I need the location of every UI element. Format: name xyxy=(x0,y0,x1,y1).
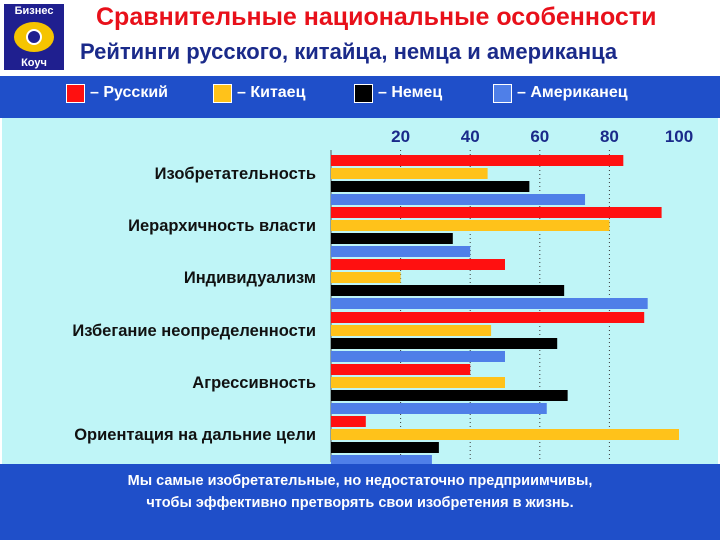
bar xyxy=(331,259,505,270)
bar xyxy=(331,455,432,466)
page-title: Сравнительные национальные особенности xyxy=(96,3,657,31)
x-tick-label: 40 xyxy=(461,127,480,146)
x-tick-label: 100 xyxy=(665,127,693,146)
header: Бизнес Коуч Сравнительные национальные о… xyxy=(0,0,720,76)
category-label: Изобретательность xyxy=(155,165,316,183)
category-label: Избегание неопределенности xyxy=(72,322,316,340)
legend-label-german: – Немец xyxy=(378,84,443,101)
page-subtitle: Рейтинги русского, китайца, немца и амер… xyxy=(80,39,618,64)
bar xyxy=(331,168,488,179)
logo: Бизнес Коуч xyxy=(2,2,66,72)
bar xyxy=(331,312,645,323)
bar xyxy=(331,181,530,192)
bar xyxy=(331,194,586,205)
footer-line-1: Мы самые изобретательные, но недостаточн… xyxy=(127,473,593,489)
bar xyxy=(331,351,505,362)
bar xyxy=(331,207,662,218)
category-label: Иерархичность власти xyxy=(128,217,316,235)
bar xyxy=(331,429,679,440)
category-label: Индивидуализм xyxy=(184,269,316,287)
bar xyxy=(331,325,492,336)
legend-swatch-russian xyxy=(66,84,85,103)
legend-swatch-german xyxy=(354,84,373,103)
bar xyxy=(331,338,558,349)
footer: Мы самые изобретательные, но недостаточн… xyxy=(0,464,720,540)
bar xyxy=(331,272,401,283)
legend-label-russian: – Русский xyxy=(90,84,168,101)
bar xyxy=(331,364,471,375)
bar xyxy=(331,285,565,296)
bar xyxy=(331,416,366,427)
bar xyxy=(331,246,471,257)
bar xyxy=(331,377,505,388)
bar xyxy=(331,390,568,401)
bar xyxy=(331,233,453,244)
eye-icon xyxy=(14,22,54,52)
bar xyxy=(331,155,624,166)
x-tick-label: 20 xyxy=(391,127,410,146)
category-label: Ориентация на дальние цели xyxy=(74,426,316,444)
bar xyxy=(331,220,610,231)
bar xyxy=(331,298,648,309)
legend-label-chinese: – Китаец xyxy=(237,84,306,101)
x-tick-label: 60 xyxy=(530,127,549,146)
legend-swatch-chinese xyxy=(213,84,232,103)
bar xyxy=(331,442,439,453)
x-tick-label: 80 xyxy=(600,127,619,146)
category-label: Агрессивность xyxy=(192,374,316,392)
logo-bottom-text: Коуч xyxy=(21,57,47,69)
logo-top-text: Бизнес xyxy=(14,5,54,17)
bar xyxy=(331,403,547,414)
legend-label-american: – Американец xyxy=(517,84,628,101)
footer-line-2: чтобы эффективно претворять свои изобрет… xyxy=(146,495,574,511)
legend-swatch-american xyxy=(493,84,512,103)
